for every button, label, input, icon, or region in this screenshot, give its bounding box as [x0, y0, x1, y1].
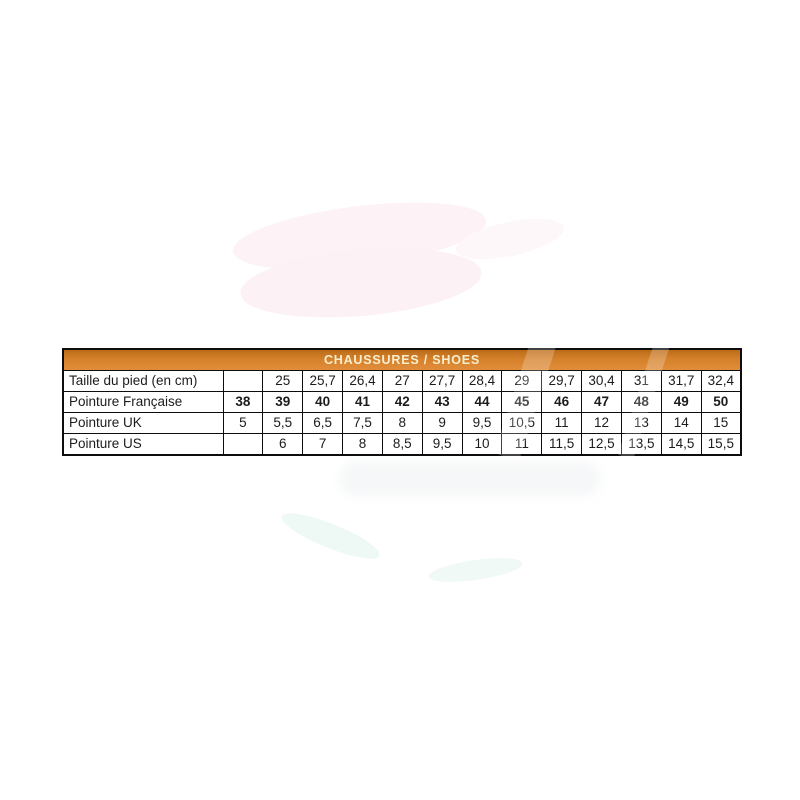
table-cell: 12,5: [581, 433, 622, 456]
table-cell: 39: [262, 391, 304, 413]
table-cell: 44: [461, 391, 503, 413]
table-cell: 9,5: [421, 433, 463, 456]
table-cell: 6,5: [302, 412, 344, 434]
table-cell: 14,5: [660, 433, 702, 456]
table-cell: 11: [501, 433, 543, 456]
table-cell: 47: [581, 391, 622, 413]
table-cell: 29,7: [541, 370, 583, 392]
table-title-row: CHAUSSURES / SHOES: [62, 348, 742, 371]
row-label: Pointure Française: [62, 391, 224, 413]
table-cell: 15,5: [700, 433, 742, 456]
shoe-size-table: CHAUSSURES / SHOES Taille du pied (en cm…: [62, 348, 742, 456]
table-title: CHAUSSURES / SHOES: [62, 348, 742, 371]
table-cell: 7: [302, 433, 344, 456]
table-cell: 5: [222, 412, 264, 434]
table-cell: 28,4: [461, 370, 503, 392]
table-cell: 27: [381, 370, 423, 392]
row-label: Taille du pied (en cm): [62, 370, 224, 392]
watermark-shoe-shape: [237, 239, 485, 327]
table-cell: 5,5: [262, 412, 304, 434]
table-cell: 8: [381, 412, 423, 434]
table-cell: 15: [700, 412, 742, 434]
table-cell: 11,5: [541, 433, 583, 456]
table-cell: 11: [541, 412, 583, 434]
table-cell: 49: [660, 391, 702, 413]
table-cell: 43: [421, 391, 463, 413]
table-cell: 29: [501, 370, 543, 392]
watermark-smudge: [340, 462, 600, 496]
table-cell: 48: [620, 391, 662, 413]
table-cell: 12: [581, 412, 622, 434]
table-cell: 40: [302, 391, 344, 413]
table-cell: 50: [700, 391, 742, 413]
table-cell: 30,4: [581, 370, 622, 392]
table-cell: 14: [660, 412, 702, 434]
table-cell: 45: [501, 391, 543, 413]
table-row-uk-size: Pointure UK 5 5,5 6,5 7,5 8 9 9,5 10,5 1…: [62, 412, 742, 434]
watermark-swoosh: [427, 553, 524, 587]
table-cell: [222, 433, 264, 456]
table-cell: 27,7: [421, 370, 463, 392]
table-cell: 42: [381, 391, 423, 413]
row-label: Pointure US: [62, 433, 224, 456]
table-cell: 31,7: [660, 370, 702, 392]
table-row-french-size: Pointure Française 38 39 40 41 42 43 44 …: [62, 391, 742, 413]
table-cell: 10: [461, 433, 503, 456]
table-cell: 9: [421, 412, 463, 434]
table-cell: 25: [262, 370, 304, 392]
table-cell: 8: [342, 433, 383, 456]
table-cell: 26,4: [342, 370, 383, 392]
table-cell: 32,4: [700, 370, 742, 392]
table-cell: 13: [620, 412, 662, 434]
table-cell: 9,5: [461, 412, 503, 434]
table-cell: 13,5: [620, 433, 662, 456]
table-cell: 7,5: [342, 412, 383, 434]
table-row-foot-length: Taille du pied (en cm) 25 25,7 26,4 27 2…: [62, 370, 742, 392]
table-cell: 25,7: [302, 370, 344, 392]
row-label: Pointure UK: [62, 412, 224, 434]
watermark-swoosh: [277, 505, 384, 567]
watermark-shoe-shape: [452, 210, 568, 268]
table-cell: 31: [620, 370, 662, 392]
table-cell: 10,5: [501, 412, 543, 434]
table-cell: [222, 370, 264, 392]
table-cell: 6: [262, 433, 304, 456]
table-row-us-size: Pointure US 6 7 8 8,5 9,5 10 11 11,5 12,…: [62, 433, 742, 456]
table-cell: 8,5: [381, 433, 423, 456]
table-cell: 38: [222, 391, 264, 413]
watermark-shoe-shape: [229, 190, 490, 282]
table-cell: 46: [541, 391, 583, 413]
table-cell: 41: [342, 391, 383, 413]
